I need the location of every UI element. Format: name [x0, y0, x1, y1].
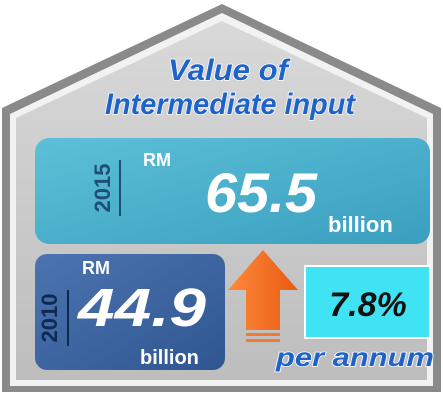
current-amount: 65.5 — [205, 161, 318, 224]
previous-amount: 44.9 — [77, 278, 206, 338]
previous-currency: RM — [82, 258, 110, 278]
current-currency: RM — [143, 150, 171, 170]
current-unit: billion — [328, 212, 393, 237]
previous-box — [35, 254, 225, 370]
title-line1: Value of — [168, 54, 291, 87]
growth-arrow — [228, 250, 298, 342]
title-line2: Intermediate input — [105, 88, 357, 121]
growth-box — [304, 265, 431, 339]
current-year: 2015 — [90, 164, 115, 213]
previous-year: 2010 — [37, 294, 62, 343]
growth-rate: 7.8% — [329, 286, 407, 324]
current-box — [35, 138, 430, 244]
growth-period: per annum — [275, 342, 434, 372]
previous-unit: billion — [140, 347, 199, 369]
